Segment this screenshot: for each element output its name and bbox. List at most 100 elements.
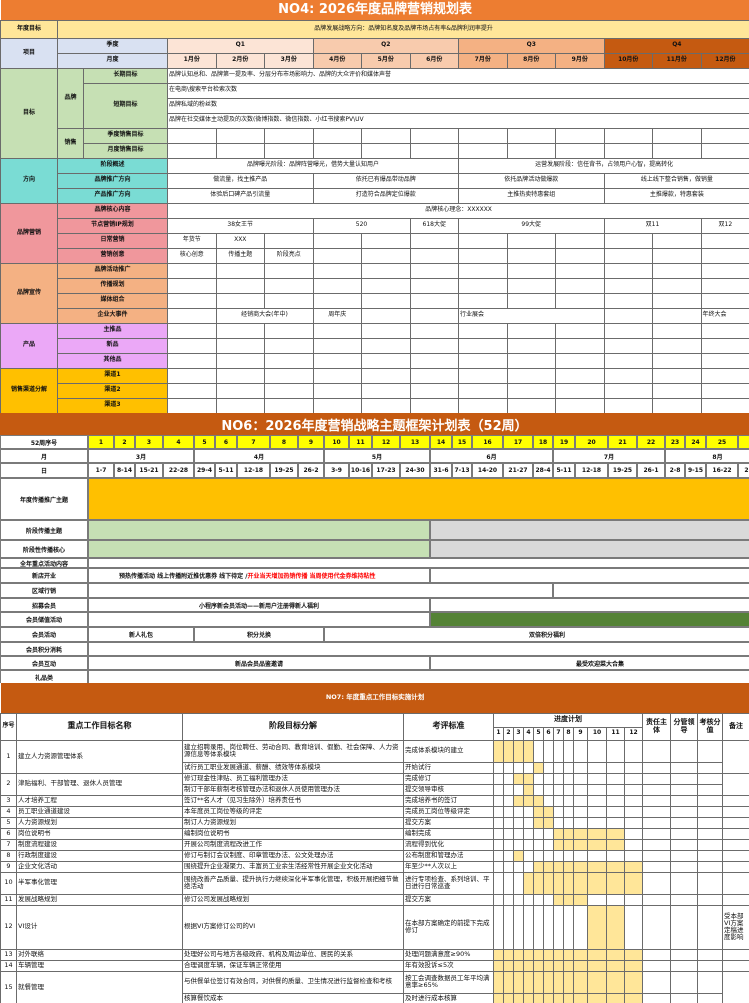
progress-cell[interactable] [504,762,514,773]
stage-goal[interactable]: 与供餐单位签订有效合同，对供餐的质量、卫生情况进行监督检查和考核 [183,971,404,993]
empty-cell[interactable] [216,293,265,308]
progress-cell[interactable] [625,850,643,861]
empty-cell[interactable] [556,323,605,338]
empty-cell[interactable] [604,308,653,323]
empty-cell[interactable] [362,338,411,353]
empty-cell[interactable] [265,128,314,143]
empty-cell[interactable] [362,293,411,308]
stage-goal[interactable]: 建立招聘录用、岗位聘任、劳动合同、教育培训、假勤、社会保障、人力资源信息等体系模… [183,740,404,762]
progress-cell[interactable] [514,828,524,839]
progress-cell[interactable] [588,762,607,773]
empty-cell[interactable] [698,839,723,850]
empty-cell[interactable] [723,971,749,1003]
empty-cell[interactable] [459,278,508,293]
progress-cell-planned[interactable] [534,817,544,828]
evaluation-standard[interactable]: 完成员工岗位等级评定 [404,806,494,817]
empty-cell[interactable] [701,383,749,398]
progress-cell[interactable] [554,762,564,773]
empty-cell[interactable] [507,398,556,413]
empty-cell[interactable] [507,248,556,263]
empty-cell[interactable] [410,338,459,353]
progress-cell[interactable] [625,839,643,850]
cell[interactable]: 运营发展阶段：信任背书，占领用户心智，提高转化 [459,158,749,173]
empty-cell[interactable] [265,278,314,293]
progress-cell[interactable] [494,817,504,828]
empty-cell[interactable] [459,398,508,413]
empty-cell[interactable] [507,338,556,353]
empty-cell[interactable] [698,828,723,839]
points-use-cell[interactable]: 11-12月 发送短信提醒会员积分即将过期 [88,642,749,656]
progress-cell[interactable] [514,839,524,850]
cell[interactable]: 618大促 [410,218,459,233]
empty-cell[interactable] [556,368,605,383]
progress-cell-planned[interactable] [524,971,534,993]
progress-cell[interactable] [504,861,514,872]
empty-cell[interactable] [701,278,749,293]
evaluation-standard[interactable]: 编制完成 [404,828,494,839]
empty-cell[interactable] [653,308,702,323]
empty-cell[interactable] [556,398,605,413]
empty-cell[interactable] [653,128,702,143]
empty-cell[interactable] [698,905,723,949]
progress-cell-planned[interactable] [534,971,544,993]
stage-goal[interactable]: 开展公司制度流程改进工作 [183,839,404,850]
progress-cell-planned[interactable] [607,839,625,850]
progress-cell[interactable] [524,817,534,828]
progress-cell[interactable] [514,861,524,872]
cell[interactable]: 年终大会 [701,308,749,323]
empty-cell[interactable] [313,143,362,158]
progress-cell[interactable] [554,850,564,861]
progress-cell-planned[interactable] [588,960,607,971]
progress-cell-planned[interactable] [554,894,564,905]
progress-cell[interactable] [494,850,504,861]
evaluation-standard[interactable]: 提交领导审核 [404,784,494,795]
cell[interactable]: 依托已有爆品带动品牌 [313,173,459,188]
cell[interactable]: 依托品牌活动做爆款 [459,173,605,188]
progress-cell[interactable] [564,762,574,773]
progress-cell[interactable] [564,795,574,806]
progress-cell-planned[interactable] [544,817,554,828]
progress-cell-planned[interactable] [564,872,574,894]
progress-cell-planned[interactable] [607,949,625,960]
empty-cell[interactable] [698,872,723,894]
empty-cell[interactable] [604,323,653,338]
progress-cell[interactable] [607,795,625,806]
empty-cell[interactable] [265,398,314,413]
stage-goal[interactable]: 合理调度车辆，保证车辆正常使用 [183,960,404,971]
empty-cell[interactable] [723,850,749,861]
stage-goal[interactable]: 制订干部年薪制考核管理办法和退休人员使用管理办法 [183,784,404,795]
progress-cell[interactable] [574,850,588,861]
cell[interactable]: 品牌在社交媒体主动提及的次数(微博指数、微信指数、小红书搜索PV\UV [168,113,749,128]
empty-cell[interactable] [556,263,605,278]
stage-goal[interactable]: 修订与制订会议制度、印章管理办法、公文处理办法 [183,850,404,861]
stage-goal[interactable]: 核算餐饮成本 [183,993,404,1003]
empty-cell[interactable] [671,872,698,894]
progress-cell-planned[interactable] [554,949,564,960]
progress-cell[interactable] [504,806,514,817]
empty-cell[interactable] [643,971,671,993]
progress-cell[interactable] [514,817,524,828]
empty-cell[interactable] [168,293,217,308]
empty-cell[interactable] [643,905,671,949]
empty-cell[interactable] [168,128,217,143]
empty-cell[interactable] [698,949,723,960]
empty-cell[interactable] [671,993,698,1003]
empty-cell[interactable] [643,960,671,971]
empty-cell[interactable] [430,568,749,583]
empty-cell[interactable] [313,263,362,278]
stage-goal[interactable]: 修订公司发展战略规划 [183,894,404,905]
cell[interactable]: 打造符合品牌定位爆款 [313,188,459,203]
empty-cell[interactable] [265,338,314,353]
empty-cell[interactable] [168,143,217,158]
empty-cell[interactable] [698,795,723,806]
item-name[interactable]: 员工职业通道建设 [17,806,183,817]
progress-cell[interactable] [588,850,607,861]
empty-cell[interactable] [604,128,653,143]
progress-cell[interactable] [607,806,625,817]
progress-cell[interactable] [544,795,554,806]
progress-cell[interactable] [534,894,544,905]
item-name[interactable]: 建立人力资源管理体系 [17,740,183,773]
cell[interactable]: 行业展会 [459,308,605,323]
empty-cell[interactable] [362,383,411,398]
progress-cell[interactable] [574,784,588,795]
